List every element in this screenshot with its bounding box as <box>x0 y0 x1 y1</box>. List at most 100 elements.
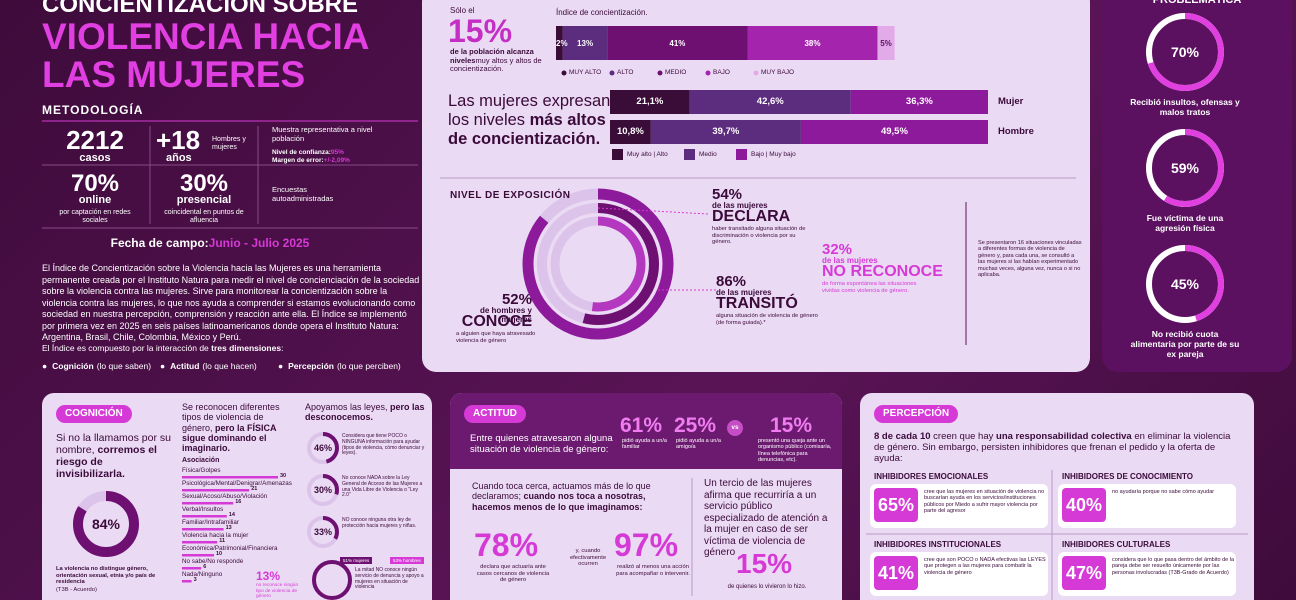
stat-label: presencial <box>176 194 232 206</box>
stat-value: 2212 <box>66 125 124 155</box>
exposure-sub: de hombres y mujeres <box>479 306 532 325</box>
field-date: Fecha de campo:Junio - Julio 2025 <box>42 236 378 251</box>
third-value: 15% <box>736 548 793 579</box>
dimension-note: (lo que perciben) <box>336 361 401 371</box>
legend-dot <box>609 70 615 76</box>
legend-label: MEDIO <box>665 69 687 76</box>
exposure-verb: DECLARA <box>712 208 791 225</box>
type-name: Económica/Patrimonial/Financiera <box>182 545 278 552</box>
attitude-text: pidió ayuda a un/a amigo/a <box>676 438 721 451</box>
dimension-name: Cognición <box>52 361 94 371</box>
text: Si no la llamamos por su nombre, <box>56 432 171 457</box>
section-tag: PERCEPCIÓN <box>874 405 959 423</box>
bold-text: más altos de concientización. <box>448 111 606 148</box>
ring-note: La violencia no distingue género, orient… <box>56 566 156 586</box>
margin: Margen de error:+/-2,09% <box>272 157 350 164</box>
segment-label: 49,5% <box>880 126 908 137</box>
close-mid: y, cuando efectivamente ocurren <box>569 548 607 568</box>
dimension: ● Percepción (lo que perciben) <box>278 361 401 372</box>
callout-text: no reconoce ningún tipo de violencia de … <box>256 583 299 600</box>
type-name: Verbal/Insultos <box>182 506 224 513</box>
bold-text: corremos el riesgo de invisibilizarla. <box>56 444 157 481</box>
ring-arc <box>1146 129 1224 207</box>
exposure-value: 86% <box>716 273 747 290</box>
segment-label: 42,6% <box>756 96 784 107</box>
vs-badge <box>727 420 743 436</box>
legend-dot <box>705 70 711 76</box>
section-tag: ACTITUD <box>464 405 526 423</box>
type-name: Física/Golpes <box>182 467 221 474</box>
dimensions: El Índice es compuesto por la interacció… <box>42 343 283 354</box>
text: Nivel de confianza: <box>272 149 331 156</box>
stat-note: coincidental en puntos de afluencia <box>164 209 244 225</box>
index-segment <box>556 26 563 60</box>
exposure-sub: de las mujeres <box>822 256 878 265</box>
type-bar <box>182 580 192 583</box>
confidence: Nivel de confianza:95% <box>272 149 344 156</box>
bold-text: 8 de cada 10 <box>874 431 931 442</box>
exposure-value: 52% <box>501 291 532 308</box>
big-stat: 15% <box>448 13 513 49</box>
exposure-value: 54% <box>712 186 743 203</box>
close-text: realizó al menos una acción para acompañ… <box>616 564 690 577</box>
type-bar <box>182 541 218 544</box>
dimension-name: Actitud <box>170 361 200 371</box>
types-title: Asociación <box>182 457 220 464</box>
close-value: 97% <box>614 527 679 563</box>
ring-arc <box>1146 245 1224 323</box>
attitude-panel <box>450 393 842 600</box>
law-text: Considera que tiene POCO o NINGUNA infor… <box>342 433 425 457</box>
exposure-note: a alguien que haya atravesado violencia … <box>456 331 536 344</box>
tag-chip: 53% hombres <box>390 557 424 565</box>
type-bar <box>182 515 227 518</box>
row-label: Mujer <box>998 96 1024 107</box>
stat-value: +18 <box>156 125 201 155</box>
bold-text: pero las desconocemos. <box>305 402 425 423</box>
stat-label: años <box>166 152 192 164</box>
type-bar <box>182 502 234 505</box>
ring-arc <box>73 491 139 557</box>
legend-label: Muy alto | Alto <box>627 151 668 158</box>
dimension: ● Cognición (lo que saben) <box>42 361 151 372</box>
type-name: Psicológica/Mental/Denigrar/Amenazas <box>182 480 292 487</box>
legend-label: ALTO <box>617 69 634 76</box>
type-name: Sexual/Acoso/Abuso/Violación <box>182 493 268 500</box>
segment-label: 41% <box>669 39 686 48</box>
exposure-verb: TRANSITÓ <box>716 295 798 312</box>
legend-label: Medio <box>699 151 717 158</box>
legend-label: Bajo | Muy bajo <box>751 151 796 158</box>
text: creen que hay <box>930 431 997 442</box>
ring-caption: Fue víctima de una agresión física <box>1146 213 1224 233</box>
segment-label: 39,7% <box>712 126 740 137</box>
section-title: NIVEL DE EXPOSICIÓN <box>450 190 571 201</box>
footnote: Se presentaron 16 situaciones vinculadas… <box>978 240 1082 279</box>
tag-chip: 51% mujeres <box>340 557 373 565</box>
bullet: ● <box>42 361 48 371</box>
legend-dot <box>753 70 759 76</box>
inhibitor-text: cree que las mujeres en situación de vio… <box>924 489 1045 514</box>
bold-text: Junio - Julio 2025 <box>208 236 310 250</box>
bullet: ● <box>160 361 166 371</box>
index-segment <box>607 26 748 60</box>
index-note: de la población alcanza nivelesmuy altos… <box>450 47 562 74</box>
problem-card <box>1102 0 1292 372</box>
exposure-note: haber transitado alguna situación de dis… <box>712 226 806 246</box>
type-bar <box>182 528 224 531</box>
ring-arc <box>307 474 339 506</box>
dimension-name: Percepción <box>288 361 334 371</box>
intro-paragraph: El Índice de Concientización sobre la Vi… <box>42 263 420 342</box>
attitude-value: 25% <box>674 414 717 437</box>
ring-arc <box>550 216 646 312</box>
text: El Índice es compuesto por la interacció… <box>42 343 212 353</box>
law-value: 33% <box>313 527 332 537</box>
ring-label: 59% <box>1170 160 1200 176</box>
type-value: 30 <box>280 473 287 479</box>
law-value: 30% <box>313 485 332 495</box>
law-text: No conoce NADA sobre la Ley General de A… <box>342 475 423 499</box>
type-name: No sabe/No responde <box>182 558 244 565</box>
attitude-intro: Entre quienes atravesaron alguna situaci… <box>470 433 613 455</box>
text: Las mujeres expresan los niveles <box>448 92 611 129</box>
close-text: declara que actuaría ante casos cercanos… <box>476 564 550 584</box>
text: Se reconocen diferentes tipos de violenc… <box>182 402 280 433</box>
